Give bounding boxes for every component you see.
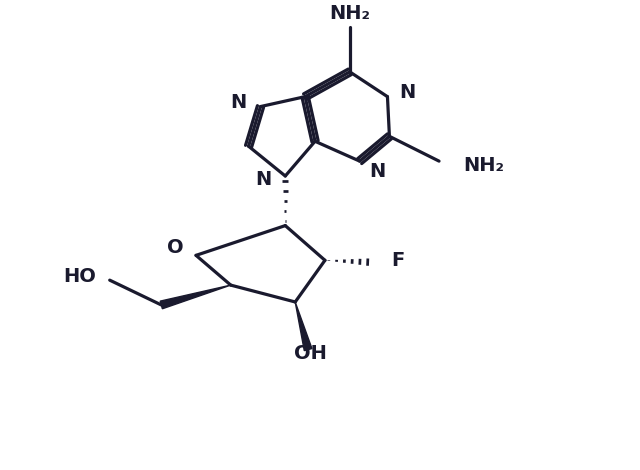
- Text: NH₂: NH₂: [329, 4, 371, 23]
- Text: NH₂: NH₂: [463, 156, 504, 174]
- Text: N: N: [230, 93, 246, 112]
- Polygon shape: [295, 302, 312, 351]
- Polygon shape: [160, 285, 231, 309]
- Text: O: O: [168, 238, 184, 257]
- Text: N: N: [255, 171, 271, 189]
- Text: HO: HO: [63, 266, 96, 286]
- Text: N: N: [399, 83, 415, 102]
- Text: F: F: [392, 251, 404, 270]
- Text: N: N: [369, 162, 386, 180]
- Text: OH: OH: [294, 345, 326, 363]
